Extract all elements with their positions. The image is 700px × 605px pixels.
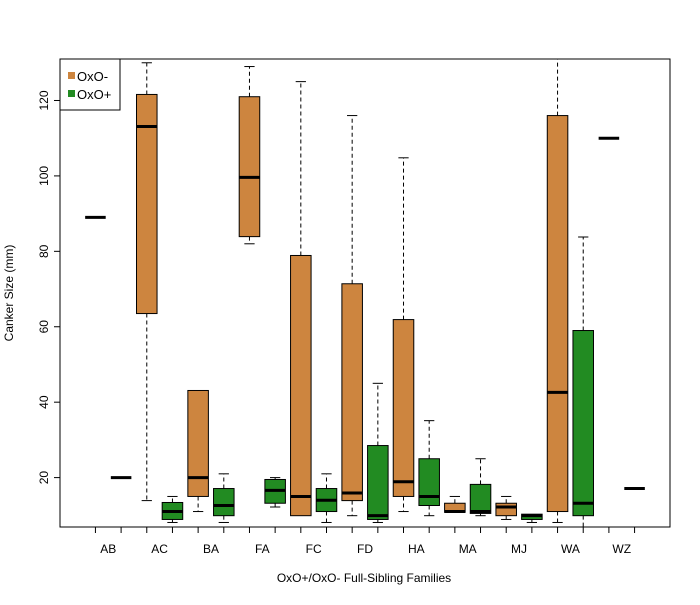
box-body [341, 283, 363, 502]
box-mj-oxo-minus [495, 495, 517, 520]
box-body [392, 319, 415, 497]
y-axis-label: Canker Size (mm) [2, 245, 16, 342]
box-body [572, 330, 594, 517]
legend: OxO- OxO+ [59, 58, 121, 111]
x-tick-label-ha: HA [408, 542, 425, 556]
box-ba-oxo-plus [213, 473, 235, 523]
box-body [187, 389, 209, 497]
box-ba-oxo-minus [187, 389, 209, 513]
x-axis-label: OxO+/OxO- Full-Sibling Families [277, 571, 451, 585]
x-tick-label-ba: BA [203, 542, 219, 556]
y-tick-label: 20 [37, 471, 51, 485]
box-body [469, 483, 492, 514]
box-body [418, 458, 440, 507]
y-axis: 20 40 60 80 100 120 [37, 90, 60, 484]
x-axis: AB AC BA FA FC FD HA MA MJ WA WZ [94, 527, 636, 556]
box-fc-oxo-plus [315, 473, 338, 523]
box-wa-oxo-minus [546, 59, 569, 523]
box-body [238, 96, 261, 238]
y-tick-label: 40 [37, 395, 51, 409]
box-ac-oxo-minus [136, 62, 158, 502]
box-ac-oxo-plus [161, 495, 184, 523]
box-wa-oxo-plus [572, 236, 594, 527]
legend-frame [59, 58, 121, 111]
box-body [136, 93, 158, 315]
boxes-layer [85, 59, 645, 527]
box-fd-oxo-plus [367, 382, 389, 523]
box-fc-oxo-minus [290, 81, 312, 517]
x-tick-label-ma: MA [459, 542, 477, 556]
x-tick-label-fa: FA [255, 542, 270, 556]
y-tick-label: 120 [37, 90, 51, 110]
x-tick-label-wa: WA [561, 542, 580, 556]
box-fa-oxo-plus [264, 477, 286, 508]
box-ma-oxo-minus [444, 495, 466, 514]
x-tick-label-fd: FD [357, 542, 373, 556]
x-tick-label-ab: AB [100, 542, 116, 556]
box-ha-oxo-minus [392, 157, 415, 513]
y-tick-label: 80 [37, 244, 51, 258]
box-mj-oxo-plus [521, 513, 543, 523]
box-fd-oxo-minus [341, 115, 363, 517]
box-body [546, 115, 569, 513]
x-tick-label-mj: MJ [511, 542, 527, 556]
box-fa-oxo-minus [238, 66, 261, 245]
box-body [495, 502, 517, 517]
plot-frame [59, 58, 671, 528]
legend-label-oxo-plus: OxO+ [77, 87, 111, 102]
legend-swatch-oxo-plus [68, 90, 75, 97]
y-tick-label: 100 [37, 166, 51, 186]
legend-label-oxo-minus: OxO- [77, 69, 108, 84]
legend-swatch-oxo-minus [68, 72, 75, 79]
box-body [367, 445, 389, 520]
box-body [290, 254, 312, 517]
y-tick-label: 60 [37, 320, 51, 334]
box-body [213, 488, 235, 517]
x-tick-label-fc: FC [306, 542, 322, 556]
box-ha-oxo-plus [418, 420, 440, 517]
x-tick-label-wz: WZ [612, 542, 631, 556]
x-tick-label-ac: AC [151, 542, 168, 556]
box-ma-oxo-plus [469, 458, 492, 517]
